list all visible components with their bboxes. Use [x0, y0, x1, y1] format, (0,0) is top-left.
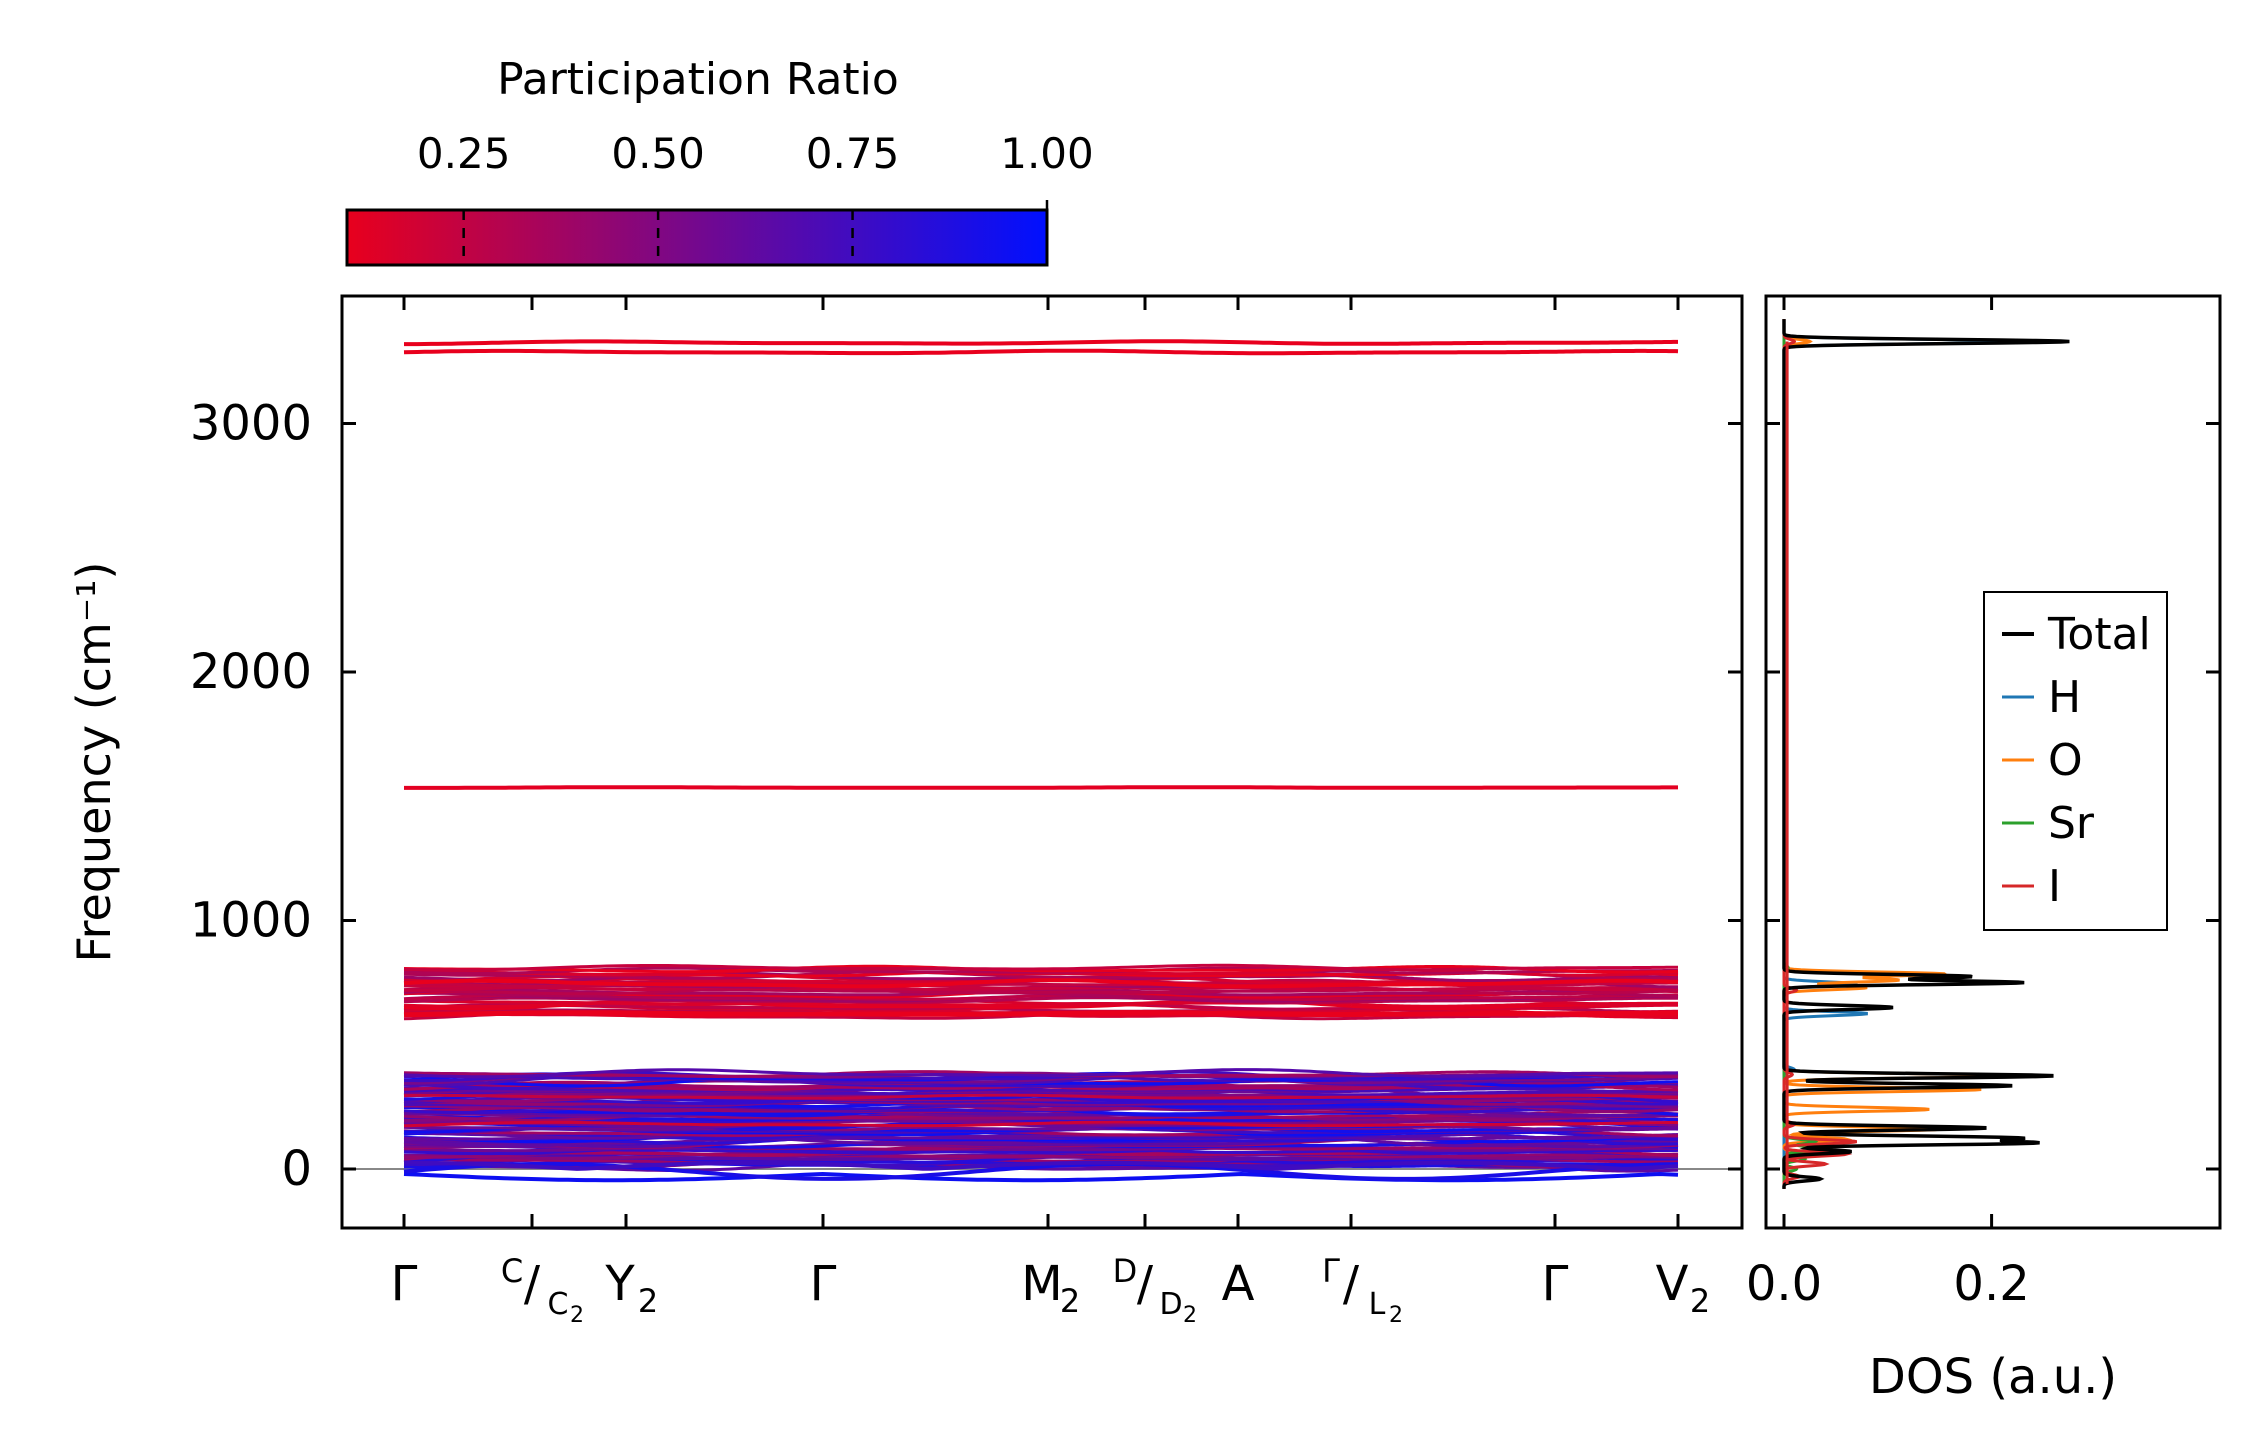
k-label-main: Γ — [391, 1256, 418, 1312]
dos-series-sr — [1782, 319, 1836, 1189]
band-line — [1350, 1071, 1679, 1078]
k-label-lower: D — [1159, 1287, 1182, 1322]
band-x-tick-label: Γ — [1542, 1256, 1569, 1312]
band-y-tick-label: 0 — [281, 1141, 312, 1197]
legend-label: H — [2048, 672, 2081, 723]
dos-x-axis-label: DOS (a.u.) — [1869, 1349, 2117, 1405]
band-line — [403, 966, 1352, 975]
k-label-subscript: 2 — [1690, 1282, 1710, 1320]
band-line — [403, 1068, 1352, 1079]
band-line — [404, 785, 1351, 790]
legend-label: O — [2048, 735, 2083, 786]
k-label-subscript: 2 — [570, 1303, 584, 1328]
band-line — [1350, 1106, 1678, 1114]
dos-legend: Total HO Sr I — [1983, 591, 2168, 931]
band-line — [1351, 1075, 1679, 1085]
band-line — [1350, 1148, 1679, 1155]
band-x-tick-label: D / D 2 — [1113, 1252, 1197, 1328]
band-line — [1351, 1093, 1678, 1099]
band-line — [403, 987, 1352, 997]
k-label-main: M — [1021, 1256, 1062, 1312]
band-line — [404, 339, 1351, 347]
band-y-tick-label: 1000 — [190, 893, 312, 949]
k-label-main: Γ — [810, 1256, 837, 1312]
band-y-axis-label: Frequency (cm⁻¹) — [67, 562, 121, 963]
k-label-slash: / — [1137, 1256, 1154, 1312]
dos-lines — [1782, 319, 2070, 1189]
colorbar-ticks: 0.25 0.50 0.75 1.00 — [417, 129, 1094, 265]
band-y-tick-label: 2000 — [190, 644, 312, 700]
k-label-main: Y — [604, 1256, 635, 1312]
band-x-tick-label: Γ / L 2 — [1322, 1252, 1403, 1328]
band-lines — [342, 339, 1742, 1183]
k-label-main: Γ — [1542, 1256, 1569, 1312]
dos-series-i — [1782, 319, 1858, 1189]
band-line — [403, 1171, 1679, 1183]
band-line — [1351, 965, 1678, 972]
colorbar-title: Participation Ratio — [497, 54, 899, 105]
band-line — [1351, 348, 1679, 355]
band-line — [403, 978, 1352, 989]
band-x-axis: Γ C / C 2Y 2 Γ M2D / D 2A Γ / L 2Γ V 2 — [391, 296, 1711, 1328]
colorbar-tick-label: 1.00 — [1000, 129, 1094, 178]
k-label-lower: L — [1369, 1287, 1386, 1322]
colorbar: Participation Ratio 0.25 0.50 0.75 1.00 — [345, 54, 1094, 267]
band-axes-frame — [340, 294, 1744, 1230]
band-line — [1350, 1010, 1679, 1017]
band-line — [1350, 1087, 1678, 1100]
k-label-subscript: 2 — [1389, 1303, 1403, 1328]
band-line — [403, 964, 1352, 974]
legend-label: I — [2048, 861, 2061, 912]
band-y-axis: 0 1000 2000 3000 — [190, 396, 1742, 1197]
k-label-main: A — [1222, 1256, 1255, 1312]
k-label-main: V — [1656, 1256, 1689, 1312]
k-label-subscript: 2 — [638, 1282, 658, 1320]
dos-axes-ticks: 0.0 0.2 — [1746, 296, 2220, 1312]
band-line — [1350, 1070, 1679, 1079]
dos-panel: 0.0 0.2 DOS (a.u.) Total HO Sr I — [1746, 294, 2222, 1405]
band-x-tick-label: C / C 2 — [501, 1252, 584, 1328]
band-line — [1351, 1121, 1678, 1128]
dos-x-tick-label: 0.2 — [1953, 1256, 2029, 1312]
legend-label: Total — [2047, 609, 2151, 660]
band-line — [403, 963, 1352, 972]
dos-series-total — [1782, 319, 2070, 1189]
band-x-tick-label: A — [1222, 1256, 1255, 1312]
band-line — [403, 1120, 1352, 1128]
colorbar-gradient — [345, 208, 1049, 267]
band-line — [1351, 978, 1679, 987]
band-line — [404, 1160, 1679, 1171]
k-label-slash: / — [1343, 1256, 1360, 1312]
band-y-tick-label: 3000 — [190, 396, 312, 452]
legend-label: Sr — [2048, 798, 2095, 849]
band-line — [1351, 996, 1679, 1004]
band-line — [403, 348, 1351, 356]
band-x-tick-label: Γ — [810, 1256, 837, 1312]
colorbar-tick-label: 0.75 — [806, 129, 900, 178]
band-x-tick-label: M2 — [1021, 1256, 1080, 1320]
k-label-subscript: 2 — [1060, 1282, 1080, 1320]
band-x-tick-label: Γ — [391, 1256, 418, 1312]
colorbar-tick-label: 0.25 — [417, 129, 511, 178]
k-label-upper: Γ — [1322, 1252, 1340, 1290]
band-line — [1351, 339, 1678, 346]
k-label-lower: C — [548, 1287, 569, 1322]
colorbar-tick-label: 0.50 — [611, 129, 705, 178]
band-line — [403, 994, 1352, 1003]
k-label-upper: C — [501, 1252, 523, 1290]
band-line — [403, 1093, 1351, 1100]
k-label-subscript: 2 — [1183, 1303, 1197, 1328]
band-line — [403, 1010, 1351, 1018]
dos-x-tick-label: 0.0 — [1746, 1256, 1822, 1312]
k-label-upper: D — [1113, 1252, 1138, 1290]
k-label-slash: / — [524, 1256, 541, 1312]
